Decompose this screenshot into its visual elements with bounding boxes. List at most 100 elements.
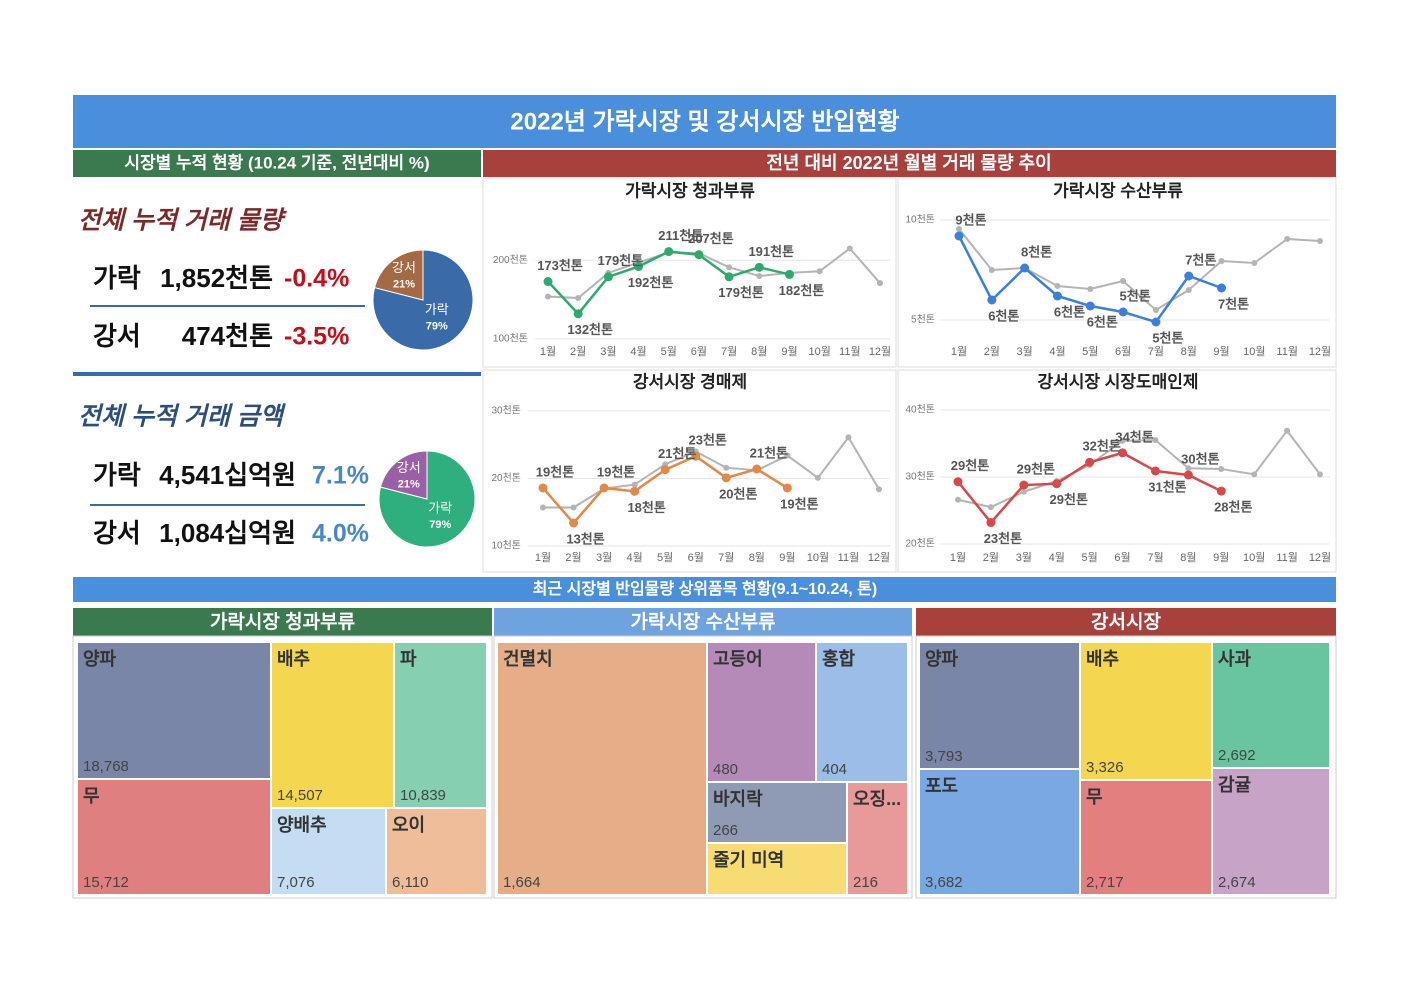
tile-name: 건멸치 — [503, 649, 553, 669]
tile — [708, 643, 815, 781]
pie-slice — [378, 450, 476, 548]
tile-name: 오이 — [392, 815, 425, 835]
change: -0.4% — [284, 265, 349, 293]
tile-value: 3,793 — [925, 748, 963, 765]
data-label: 191천톤 — [748, 244, 794, 259]
x-tick-label: 9월 — [779, 551, 795, 564]
data-point — [1216, 486, 1226, 496]
data-point — [540, 504, 546, 511]
x-tick-label: 6월 — [1114, 551, 1130, 564]
data-label: 19천톤 — [597, 464, 635, 479]
data-point — [1284, 427, 1291, 434]
data-point — [782, 483, 792, 493]
tile-value: 404 — [822, 761, 847, 778]
data-label: 5천톤 — [1120, 288, 1151, 303]
data-label: 6천톤 — [988, 308, 1019, 323]
amount: 4,541십억원 — [159, 460, 296, 490]
x-tick-label: 2월 — [565, 551, 581, 564]
data-point — [1151, 317, 1161, 327]
data-label: 31천톤 — [1148, 479, 1186, 494]
tile-value: 480 — [713, 761, 738, 778]
x-tick-label: 7월 — [1148, 345, 1164, 358]
x-tick-label: 7월 — [718, 551, 734, 564]
series-line — [957, 429, 1321, 509]
data-point — [752, 464, 762, 474]
data-label: 179천톤 — [718, 285, 764, 300]
tile-value: 14,507 — [277, 787, 323, 804]
y-tick-label: 20천톤 — [491, 472, 521, 484]
data-point — [1185, 465, 1192, 472]
panel-title: 강서시장 — [1091, 611, 1161, 633]
data-point — [988, 267, 995, 273]
x-tick-label: 1월 — [950, 551, 966, 564]
data-point — [1185, 287, 1192, 293]
tile-name: 홍합 — [822, 648, 856, 669]
tile — [817, 643, 907, 781]
tile-value: 2,674 — [1218, 874, 1256, 891]
x-tick-label: 3월 — [1017, 345, 1033, 358]
data-label: 34천톤 — [1115, 429, 1153, 444]
pie-value: 79% — [426, 321, 448, 333]
data-label: 32천톤 — [1082, 439, 1120, 454]
ranking-title: 최근 시장별 반입물량 상위품목 현황(9.1~10.24, 톤) — [533, 579, 877, 598]
data-point — [1284, 236, 1291, 242]
tile-value: 6,110 — [392, 874, 428, 891]
x-tick-label: 10월 — [807, 551, 829, 564]
tile — [920, 770, 1079, 894]
tile — [848, 783, 907, 894]
change: 7.1% — [312, 462, 369, 490]
title-banner — [73, 95, 1336, 148]
tile — [708, 844, 846, 894]
x-tick-label: 6월 — [688, 551, 704, 564]
tile — [1213, 769, 1329, 894]
data-label: 7천톤 — [1185, 252, 1216, 267]
data-label: 19천톤 — [536, 464, 574, 479]
tile — [498, 643, 706, 894]
data-label: 9천톤 — [955, 212, 986, 227]
data-point — [664, 247, 674, 257]
data-point — [1019, 480, 1029, 490]
chart-panel — [897, 369, 1337, 573]
data-point — [694, 250, 704, 260]
tile-name: 감귤 — [1218, 775, 1251, 795]
tile — [272, 809, 385, 894]
summary-title: 시장별 누적 현황 (10.24 기준, 전년대비 %) — [124, 153, 429, 172]
x-tick-label: 8월 — [751, 345, 767, 358]
tile-name: 양파 — [925, 649, 959, 669]
data-label: 20천톤 — [719, 486, 757, 501]
series-line — [543, 435, 880, 509]
y-tick-label: 30천톤 — [491, 405, 521, 417]
chart-title: 강서시장 경매제 — [633, 372, 747, 391]
data-point — [784, 452, 791, 459]
y-tick-label: 20천톤 — [905, 538, 935, 550]
amount: 474천톤 — [182, 321, 273, 351]
data-point — [953, 477, 963, 487]
data-point — [756, 273, 763, 279]
pie-category: 강서 — [397, 460, 421, 475]
data-point — [1085, 301, 1095, 311]
tile-value: 15,712 — [83, 874, 129, 891]
pie-category: 가락 — [428, 501, 452, 516]
tile-name: 사과 — [1218, 649, 1252, 669]
data-point — [569, 518, 579, 528]
data-point — [721, 473, 731, 483]
data-point — [784, 269, 794, 279]
pie-value: 21% — [393, 278, 415, 290]
data-point — [599, 483, 609, 493]
y-tick-label: 5천톤 — [911, 314, 935, 326]
tile-name: 파 — [400, 649, 417, 669]
tile-name: 고등어 — [713, 649, 763, 669]
x-tick-label: 4월 — [1049, 345, 1065, 358]
chart-title: 가락시장 수산부류 — [1053, 181, 1183, 200]
amount: 1,084십억원 — [159, 518, 296, 548]
x-tick-label: 2월 — [984, 345, 1000, 358]
data-point — [630, 486, 640, 496]
data-label: 179천톤 — [598, 253, 644, 268]
data-point — [1218, 258, 1225, 264]
data-point — [1152, 437, 1159, 444]
tile-name: 포도 — [925, 776, 958, 796]
data-label: 173천톤 — [537, 258, 583, 273]
data-point — [1052, 479, 1062, 489]
data-label: 211천톤 — [658, 228, 703, 243]
market-name: 가락 — [93, 460, 141, 490]
